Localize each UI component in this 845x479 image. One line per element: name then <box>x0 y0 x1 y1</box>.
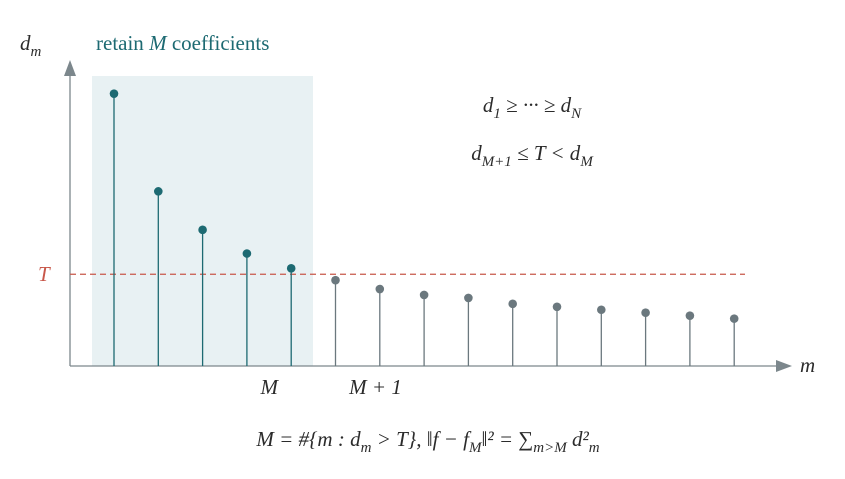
threshold-label: T <box>38 262 51 286</box>
y-label-main: d <box>20 31 31 55</box>
stem-head <box>597 305 606 315</box>
formula-part: > T}, ‖f − f <box>371 427 472 451</box>
formula: M = #{m : dm > T}, ‖f − fM‖² = ∑m>M d²m <box>255 427 599 456</box>
y-label-sub: m <box>31 44 42 60</box>
region-label-part: M <box>148 31 168 55</box>
y-arrow <box>64 60 76 76</box>
stem-head <box>242 249 252 258</box>
annotation-part: M <box>579 154 594 170</box>
stem-head <box>552 302 562 312</box>
region-label-part: coefficients <box>167 31 270 55</box>
stem-head <box>331 275 340 285</box>
annotation-part: M+1 <box>481 154 512 170</box>
formula-part: d² <box>567 427 590 451</box>
annotation-part: d <box>483 93 494 117</box>
region-label: retain M coefficients <box>96 31 269 55</box>
stem-head <box>286 264 296 273</box>
stem-head <box>685 311 695 320</box>
x-tick-label: M <box>259 375 279 399</box>
annotation-part: d <box>471 141 482 165</box>
stem-head <box>508 299 517 309</box>
x-label: m <box>800 353 815 377</box>
region-label-part: retain <box>96 31 149 55</box>
annotation-part: ≤ T < d <box>512 141 581 165</box>
formula-part: m <box>589 440 600 456</box>
formula-part: m>M <box>533 440 568 456</box>
formula-part: m <box>361 440 372 456</box>
annotation: d1 ≥ ··· ≥ dN <box>483 93 582 122</box>
stem-head <box>729 314 739 323</box>
formula-part: ‖² = ∑ <box>481 427 533 451</box>
y-label: dm <box>20 31 42 60</box>
x-arrow <box>776 360 792 372</box>
annotation: dM+1 ≤ T < dM <box>471 141 594 170</box>
annotation-part: 1 <box>493 106 501 122</box>
formula-part: M <box>468 440 483 456</box>
stem-head <box>464 293 473 303</box>
stem-head <box>419 290 429 300</box>
stem-head <box>154 187 163 196</box>
x-tick-label: M + 1 <box>348 375 402 399</box>
stem-head <box>641 308 650 318</box>
formula-part: M = #{m : d <box>255 427 361 451</box>
stem-head <box>109 89 119 98</box>
stem-head <box>198 225 207 235</box>
stem-head <box>375 284 385 294</box>
annotation-part: ≥ ··· ≥ d <box>501 93 572 117</box>
annotation-part: N <box>570 106 582 122</box>
